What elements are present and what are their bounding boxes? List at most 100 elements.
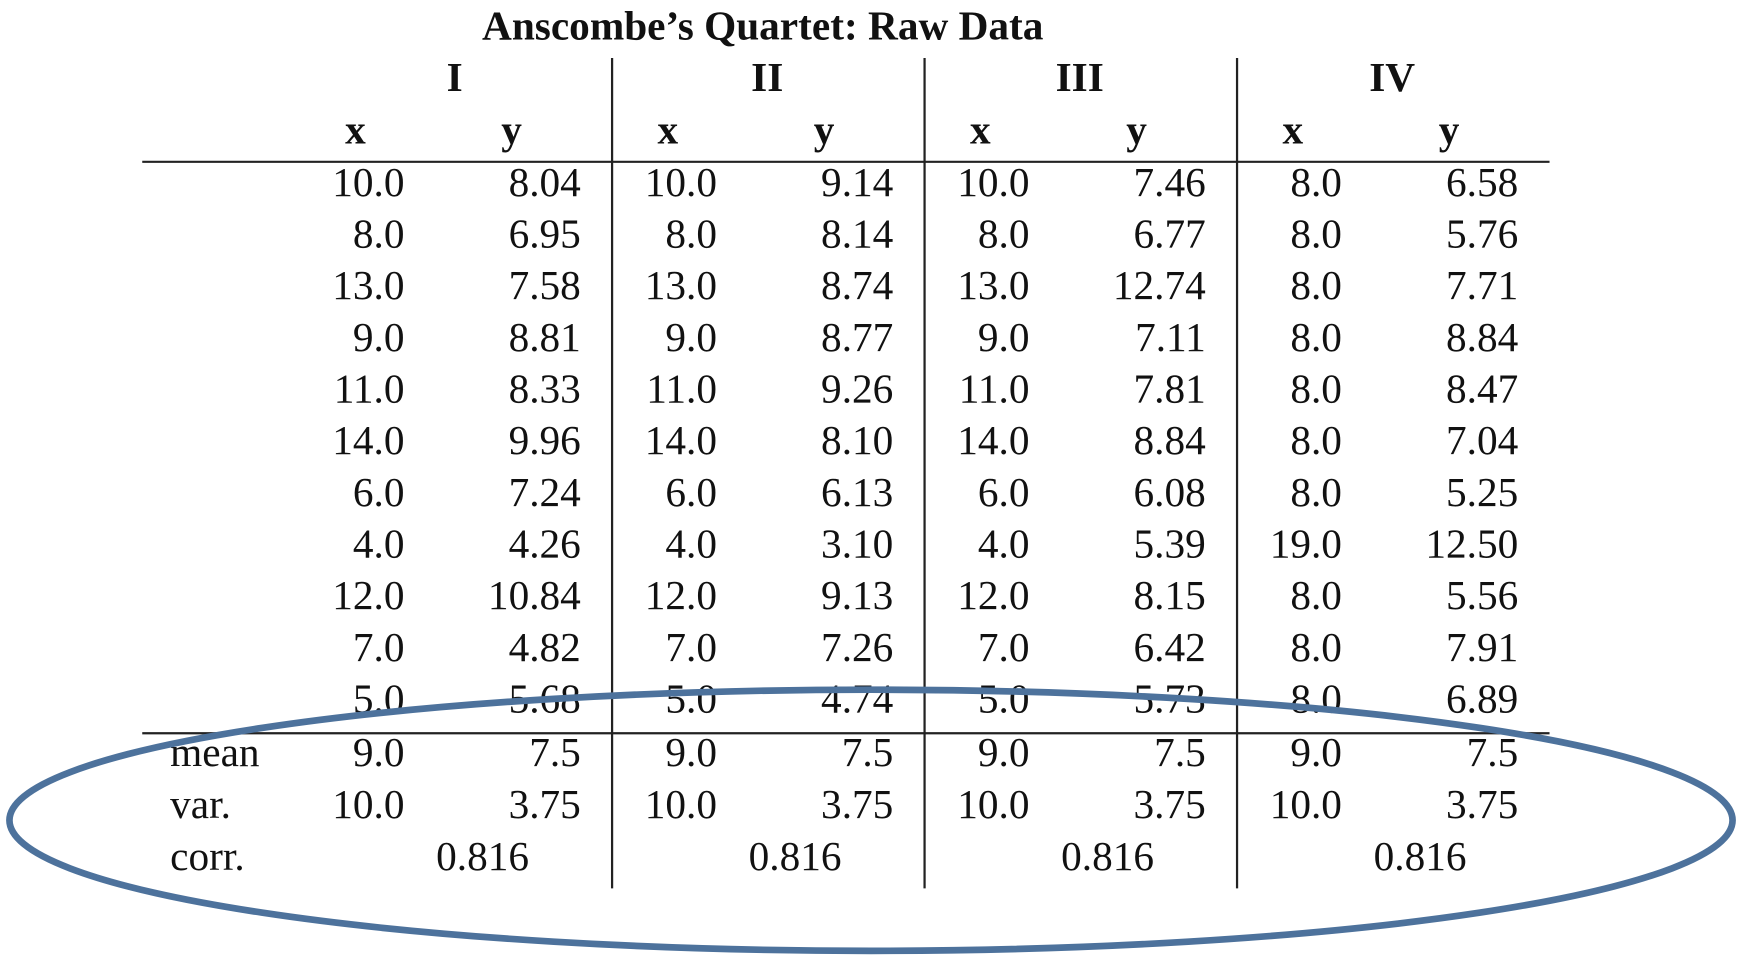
cell: 7.0 — [978, 624, 1030, 670]
cell: 9.26 — [821, 366, 893, 412]
cell: 8.0 — [1290, 314, 1342, 360]
cell: 12.50 — [1425, 521, 1518, 567]
cell: 6.0 — [978, 469, 1030, 515]
column-header: x — [970, 106, 991, 152]
cell: 4.74 — [821, 676, 893, 722]
cell: 7.58 — [509, 262, 581, 308]
cell: 6.13 — [821, 469, 893, 515]
summary-cell: 10.0 — [957, 781, 1029, 827]
summary-cell: 7.5 — [1154, 729, 1206, 775]
summary-cell: 0.816 — [1374, 833, 1467, 879]
summary-cell: 7.5 — [1467, 729, 1519, 775]
cell: 11.0 — [646, 366, 717, 412]
cell: 8.0 — [1290, 469, 1342, 515]
cell: 3.10 — [821, 521, 893, 567]
cell: 7.26 — [821, 624, 893, 670]
summary-label: corr. — [170, 833, 245, 879]
cell: 12.0 — [957, 572, 1029, 618]
cell: 11.0 — [334, 366, 405, 412]
column-header: y — [1126, 106, 1147, 152]
cell: 7.24 — [509, 469, 581, 515]
cell: 8.0 — [1290, 262, 1342, 308]
cell: 8.84 — [1446, 314, 1518, 360]
cell: 6.58 — [1446, 159, 1518, 205]
cell: 8.15 — [1134, 572, 1206, 618]
cell: 7.46 — [1134, 159, 1206, 205]
cell: 11.0 — [959, 366, 1030, 412]
summary-cell: 10.0 — [332, 781, 404, 827]
cell: 7.0 — [353, 624, 405, 670]
cell: 7.71 — [1446, 262, 1518, 308]
column-header: y — [814, 106, 835, 152]
highlight-ellipse — [6, 686, 1736, 955]
cell: 8.14 — [821, 211, 893, 257]
summary-cell: 9.0 — [665, 729, 717, 775]
cell: 4.26 — [509, 521, 581, 567]
cell: 9.13 — [821, 572, 893, 618]
cell: 8.84 — [1134, 417, 1206, 463]
cell: 5.0 — [978, 676, 1030, 722]
cell: 12.0 — [332, 572, 404, 618]
summary-cell: 3.75 — [509, 781, 581, 827]
cell: 8.0 — [1290, 676, 1342, 722]
cell: 5.76 — [1446, 211, 1518, 257]
summary-cell: 9.0 — [353, 729, 405, 775]
cell: 14.0 — [332, 417, 404, 463]
cell: 6.0 — [665, 469, 717, 515]
column-header: y — [1439, 106, 1460, 152]
cell: 9.14 — [821, 159, 893, 205]
cell: 8.0 — [1290, 159, 1342, 205]
cell: 10.0 — [645, 159, 717, 205]
cell: 7.81 — [1134, 366, 1206, 412]
cell: 8.0 — [978, 211, 1030, 257]
cell: 10.0 — [332, 159, 404, 205]
summary-cell: 3.75 — [821, 781, 893, 827]
cell: 9.0 — [665, 314, 717, 360]
cell: 8.74 — [821, 262, 893, 308]
summary-cell: 0.816 — [749, 833, 842, 879]
group-label: I — [447, 54, 463, 100]
cell: 8.0 — [1290, 366, 1342, 412]
cell: 8.0 — [1290, 211, 1342, 257]
summary-cell: 3.75 — [1134, 781, 1206, 827]
cell: 8.10 — [821, 417, 893, 463]
table-title: Anscombe’s Quartet: Raw Data — [482, 3, 1044, 49]
cell: 19.0 — [1270, 521, 1342, 567]
cell: 5.0 — [665, 676, 717, 722]
summary-cell: 3.75 — [1446, 781, 1518, 827]
cell: 14.0 — [957, 417, 1029, 463]
cell: 6.0 — [353, 469, 405, 515]
cell: 5.25 — [1446, 469, 1518, 515]
group-label: II — [751, 54, 783, 100]
cell: 13.0 — [957, 262, 1029, 308]
cell: 7.0 — [665, 624, 717, 670]
cell: 8.0 — [1290, 572, 1342, 618]
summary-cell: 0.816 — [436, 833, 529, 879]
column-header: y — [501, 106, 522, 152]
cell: 8.33 — [509, 366, 581, 412]
column-header: x — [345, 106, 366, 152]
cell: 8.0 — [1290, 417, 1342, 463]
cell: 7.04 — [1446, 417, 1518, 463]
group-label: IV — [1369, 54, 1415, 100]
summary-cell: 0.816 — [1061, 833, 1154, 879]
summary-cell: 10.0 — [1270, 781, 1342, 827]
cell: 4.0 — [978, 521, 1030, 567]
summary-label: var. — [170, 781, 231, 827]
cell: 8.81 — [509, 314, 581, 360]
summary-cell: 10.0 — [645, 781, 717, 827]
cell: 13.0 — [332, 262, 404, 308]
cell: 13.0 — [645, 262, 717, 308]
cell: 12.0 — [645, 572, 717, 618]
summary-cell: 9.0 — [978, 729, 1030, 775]
cell: 6.08 — [1134, 469, 1206, 515]
cell: 5.56 — [1446, 572, 1518, 618]
cell: 5.39 — [1134, 521, 1206, 567]
cell: 4.0 — [353, 521, 405, 567]
cell: 8.0 — [1290, 624, 1342, 670]
cell: 8.0 — [353, 211, 405, 257]
cell: 8.47 — [1446, 366, 1518, 412]
cell: 10.0 — [957, 159, 1029, 205]
